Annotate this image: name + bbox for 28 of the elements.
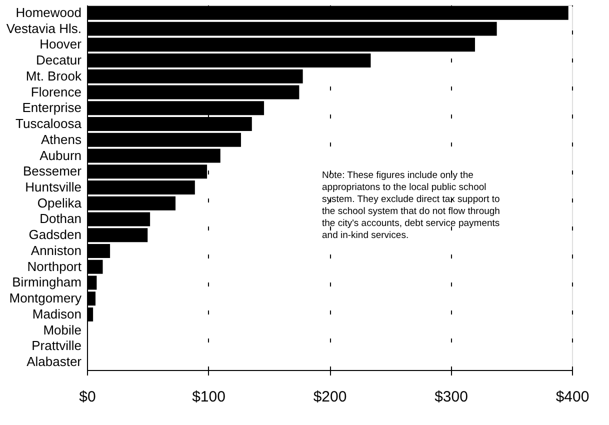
y-tick-label: Florence xyxy=(30,84,82,100)
y-tick-label: Decatur xyxy=(36,52,82,68)
y-tick-label: Prattville xyxy=(32,338,82,354)
x-tick-label: $300 xyxy=(434,388,468,406)
y-tick-label: Birmingham xyxy=(12,274,82,290)
y-tick-label: Mobile xyxy=(43,322,82,338)
y-tick-label: Mt. Brook xyxy=(26,68,82,84)
y-tick-label: Huntsville xyxy=(25,180,82,194)
y-tick-label: Enterprise xyxy=(22,100,82,116)
y-tick-label: Athens xyxy=(41,132,82,147)
y-tick-label: Montgomery xyxy=(9,290,82,306)
x-tick-label: $200 xyxy=(313,388,347,406)
y-tick-label: Anniston xyxy=(30,242,82,258)
y-tick-label: Auburn xyxy=(40,148,82,163)
y-tick-label: Northport xyxy=(27,258,82,274)
y-tick-label: Alabaster xyxy=(26,354,82,370)
y-tick-label: Gadsden xyxy=(28,227,82,242)
y-tick-label: Vestavia Hls. xyxy=(6,20,82,36)
y-tick-label: Madison xyxy=(32,306,82,322)
y-tick-label: Hoover xyxy=(40,36,82,52)
y-tick-label: Homewood xyxy=(16,4,82,20)
y-tick-label: Opelika xyxy=(37,195,82,210)
x-tick-label: $0 xyxy=(79,388,96,406)
y-tick-label: Dothan xyxy=(40,211,82,226)
y-tick-label: Bessemer xyxy=(22,164,82,179)
y-tick-label: Tuscaloosa xyxy=(16,116,82,132)
x-tick-label: $400 xyxy=(556,388,590,406)
x-tick-label: $100 xyxy=(192,388,226,406)
